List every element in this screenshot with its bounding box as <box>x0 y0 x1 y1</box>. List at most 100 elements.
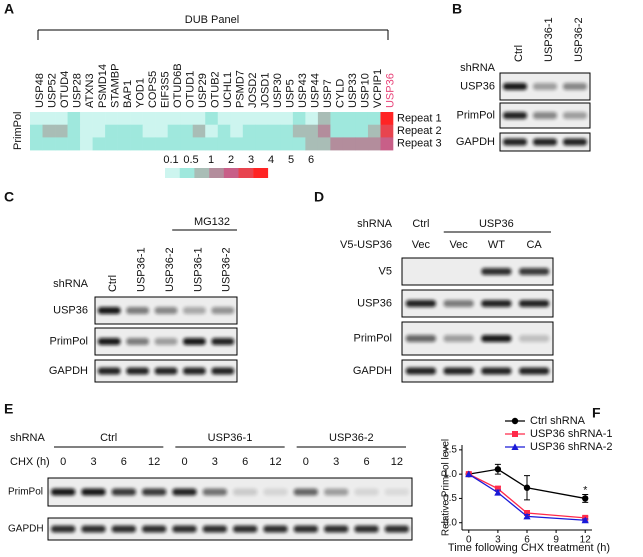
heatmap-cell <box>305 137 319 151</box>
x-tick-label: 3 <box>495 535 501 546</box>
gene-label: USP48 <box>34 73 46 108</box>
lane-label: Vec <box>412 239 431 251</box>
blot-band <box>111 525 136 533</box>
group-label: USP36 <box>479 218 514 230</box>
blot-band <box>126 367 149 375</box>
blot-band <box>154 338 178 345</box>
heatmap-cell <box>55 112 68 125</box>
colorbar-label: 3 <box>248 154 254 166</box>
heatmap-cell <box>242 137 256 151</box>
lane-label: USP36-2 <box>573 17 585 62</box>
repeat-label: Repeat 2 <box>397 125 442 137</box>
marker <box>494 485 501 492</box>
colorbar-label: 4 <box>268 154 274 166</box>
heatmap-cell <box>80 112 93 125</box>
y-tick-label: 0.0 <box>443 517 457 528</box>
heatmap-cell <box>155 112 168 125</box>
heatmap-cell <box>105 124 118 138</box>
marker <box>523 512 531 520</box>
panel-label: C <box>4 189 14 205</box>
blot-band <box>97 307 121 314</box>
blot-band <box>293 525 318 533</box>
gene-label: JOSD1 <box>259 73 271 108</box>
x-tick-label: 0 <box>466 535 472 546</box>
heatmap-cell <box>292 137 306 151</box>
heatmap-cell <box>255 137 269 151</box>
gene-label: JOSD2 <box>247 73 259 108</box>
blot-band <box>481 300 512 307</box>
blot-band <box>405 300 436 307</box>
blot-band <box>519 335 550 342</box>
blot-band <box>384 488 409 496</box>
marker <box>581 516 589 524</box>
heatmap-cell <box>67 124 81 138</box>
gene-label: USP52 <box>47 73 59 108</box>
group-label: USP36-1 <box>208 432 253 444</box>
gene-label: USP43 <box>297 73 309 108</box>
heatmap-cell <box>342 124 356 138</box>
blot-band <box>172 525 197 533</box>
heatmap-cell <box>305 124 319 138</box>
series-line <box>468 473 586 519</box>
heatmap-cell <box>167 137 181 151</box>
repeat-label: Repeat 1 <box>397 112 442 124</box>
blot-label: USP36 <box>460 80 495 92</box>
heatmap-cell <box>267 137 281 151</box>
heatmap-cell <box>367 137 381 151</box>
blot-band <box>233 488 258 496</box>
heatmap-cell <box>267 124 281 138</box>
timepoint-label: 3 <box>212 456 218 468</box>
gene-label: ATXN3 <box>84 73 96 108</box>
heatmap-cell <box>342 112 356 125</box>
heatmap-cell <box>330 137 344 151</box>
heatmap-cell <box>130 124 143 138</box>
gene-label: USP44 <box>310 73 322 108</box>
blot-band <box>202 525 227 533</box>
heatmap-cell <box>205 137 219 151</box>
row-title: shRNA <box>10 432 46 444</box>
group-label: Ctrl <box>100 432 117 444</box>
row-title: shRNA <box>53 278 89 290</box>
gene-label: USP28 <box>72 73 84 108</box>
heatmap-cell <box>180 112 194 125</box>
blot-band <box>233 525 258 533</box>
colorbar-block <box>223 168 239 178</box>
y-axis-label: Relative PrimPol level <box>441 439 452 536</box>
blot-band <box>111 488 136 496</box>
gene-label: USP10 <box>360 73 372 108</box>
lane-label: WT <box>488 239 505 251</box>
heatmap-cell <box>380 112 394 125</box>
heatmap-cell <box>330 124 344 138</box>
blot-band <box>211 307 235 314</box>
heatmap-cell <box>317 124 331 138</box>
heatmap-cell <box>192 124 206 138</box>
blot-band <box>211 367 235 375</box>
marker <box>511 417 519 425</box>
heatmap-cell <box>117 124 131 138</box>
heatmap-cell <box>142 137 156 151</box>
heatmap-cell <box>242 124 256 138</box>
colorbar-block <box>253 168 269 178</box>
gene-label: OTUD6B <box>172 63 184 108</box>
y-tick-label: 1.5 <box>443 444 457 455</box>
blot-band <box>172 488 197 496</box>
gene-label: USP5 <box>285 79 297 108</box>
blot-band <box>563 112 587 119</box>
colorbar-label: 0.1 <box>163 154 178 166</box>
marker <box>494 466 502 473</box>
heatmap-cell <box>167 124 181 138</box>
blot-band <box>211 338 235 345</box>
row-label: PrimPol <box>12 111 24 150</box>
timepoint-label: 6 <box>121 456 127 468</box>
heatmap-cell <box>355 137 369 151</box>
lane-label: USP36-1 <box>543 17 555 62</box>
blot-band <box>126 338 149 345</box>
heatmap-cell <box>130 112 143 125</box>
heatmap-cell <box>380 137 394 151</box>
blot-band <box>97 367 121 375</box>
heatmap-cell <box>280 112 294 125</box>
blot-band <box>142 525 167 533</box>
gene-label: USP33 <box>347 73 359 108</box>
marker <box>494 489 502 496</box>
blot-band <box>563 138 587 146</box>
